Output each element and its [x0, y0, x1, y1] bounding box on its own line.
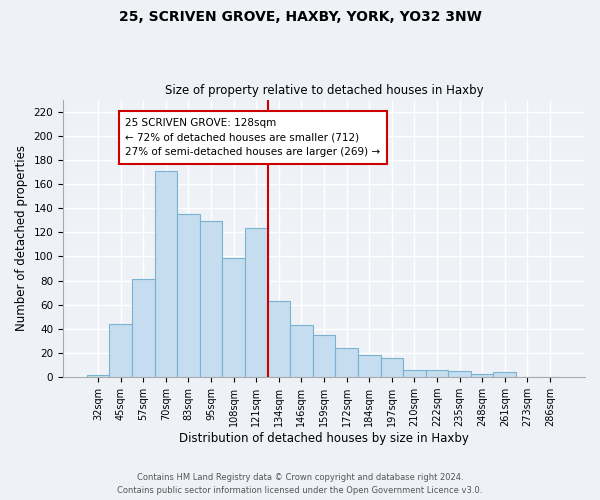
- Title: Size of property relative to detached houses in Haxby: Size of property relative to detached ho…: [165, 84, 484, 97]
- Bar: [155, 171, 177, 377]
- Bar: [313, 335, 335, 377]
- Bar: [223, 258, 245, 377]
- Bar: [200, 222, 223, 377]
- Bar: [245, 228, 268, 377]
- Bar: [380, 358, 403, 377]
- Bar: [335, 348, 358, 377]
- Text: Contains HM Land Registry data © Crown copyright and database right 2024.
Contai: Contains HM Land Registry data © Crown c…: [118, 473, 482, 495]
- Bar: [493, 372, 516, 377]
- Bar: [87, 375, 109, 377]
- Bar: [290, 326, 313, 377]
- Bar: [358, 356, 380, 377]
- Bar: [448, 371, 471, 377]
- Bar: [403, 370, 425, 377]
- Bar: [109, 324, 132, 377]
- Text: 25, SCRIVEN GROVE, HAXBY, YORK, YO32 3NW: 25, SCRIVEN GROVE, HAXBY, YORK, YO32 3NW: [119, 10, 481, 24]
- Y-axis label: Number of detached properties: Number of detached properties: [15, 146, 28, 332]
- Bar: [132, 280, 155, 377]
- Bar: [268, 301, 290, 377]
- Text: 25 SCRIVEN GROVE: 128sqm
← 72% of detached houses are smaller (712)
27% of semi-: 25 SCRIVEN GROVE: 128sqm ← 72% of detach…: [125, 118, 380, 158]
- X-axis label: Distribution of detached houses by size in Haxby: Distribution of detached houses by size …: [179, 432, 469, 445]
- Bar: [425, 370, 448, 377]
- Bar: [471, 374, 493, 377]
- Bar: [177, 214, 200, 377]
